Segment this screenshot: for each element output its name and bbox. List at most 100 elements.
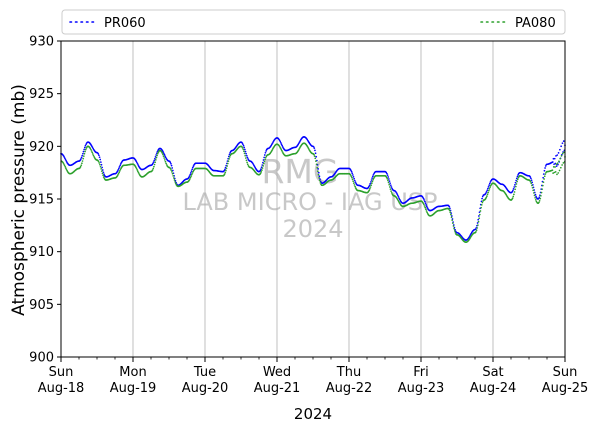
data-point bbox=[80, 156, 83, 159]
data-point bbox=[424, 206, 427, 209]
data-point bbox=[553, 171, 556, 174]
data-point bbox=[513, 193, 515, 196]
data-point bbox=[514, 184, 516, 186]
y-tick-label: 900 bbox=[29, 351, 54, 366]
data-point bbox=[559, 157, 562, 160]
data-point bbox=[170, 169, 173, 172]
data-point bbox=[246, 156, 249, 159]
data-point bbox=[478, 213, 481, 216]
data-point bbox=[313, 155, 316, 157]
data-point bbox=[263, 154, 266, 156]
data-point bbox=[243, 152, 246, 155]
data-point bbox=[189, 176, 192, 179]
data-point bbox=[552, 166, 555, 168]
data-point bbox=[481, 197, 483, 200]
y-tick-label: 920 bbox=[29, 140, 54, 155]
data-point bbox=[84, 148, 87, 151]
watermark: RMG LAB MICRO - IAG USP 2024 bbox=[182, 152, 437, 243]
data-point bbox=[368, 184, 371, 187]
data-point bbox=[387, 176, 390, 178]
data-point bbox=[352, 180, 355, 183]
data-point bbox=[485, 196, 488, 199]
data-point bbox=[537, 197, 540, 200]
data-point bbox=[156, 152, 159, 155]
data-point bbox=[154, 161, 157, 164]
data-point bbox=[319, 182, 322, 184]
data-point bbox=[165, 162, 167, 165]
data-point bbox=[542, 181, 545, 184]
data-point bbox=[243, 150, 245, 153]
data-point bbox=[84, 144, 87, 147]
data-point bbox=[372, 178, 374, 181]
data-point bbox=[480, 206, 482, 209]
x-tick-label-date: Aug-24 bbox=[470, 381, 517, 396]
data-point bbox=[315, 163, 318, 166]
data-point bbox=[190, 170, 193, 172]
data-point bbox=[542, 173, 545, 175]
data-point bbox=[371, 175, 374, 178]
y-tick-label: 910 bbox=[29, 245, 54, 260]
data-point bbox=[116, 170, 119, 172]
data-point bbox=[530, 182, 533, 185]
data-point bbox=[224, 168, 226, 171]
data-point bbox=[313, 147, 316, 150]
y-tick-label: 930 bbox=[29, 35, 54, 50]
data-point bbox=[554, 166, 556, 168]
data-point bbox=[136, 162, 139, 165]
data-point bbox=[531, 184, 533, 187]
data-point bbox=[99, 163, 101, 166]
data-point bbox=[551, 161, 554, 163]
data-point bbox=[99, 165, 102, 168]
data-point bbox=[543, 169, 546, 172]
data-point bbox=[512, 188, 515, 190]
data-point bbox=[265, 150, 267, 152]
data-point bbox=[162, 153, 164, 156]
data-point bbox=[170, 162, 172, 165]
data-point bbox=[368, 189, 371, 192]
data-point bbox=[477, 224, 479, 226]
data-point bbox=[164, 160, 167, 163]
data-point bbox=[512, 195, 515, 198]
data-point bbox=[172, 177, 175, 179]
x-tick-label-day: Wed bbox=[263, 365, 291, 380]
data-point bbox=[390, 192, 393, 194]
data-point bbox=[531, 186, 534, 189]
data-point bbox=[530, 177, 532, 180]
data-point bbox=[476, 227, 479, 229]
data-point bbox=[543, 178, 545, 180]
x-tick-label-day: Sun bbox=[49, 365, 74, 380]
data-point bbox=[562, 162, 565, 164]
data-point bbox=[83, 146, 86, 149]
data-point bbox=[486, 195, 488, 197]
data-point bbox=[559, 166, 562, 169]
data-point bbox=[225, 169, 227, 172]
data-point bbox=[350, 175, 353, 178]
data-point bbox=[153, 163, 156, 166]
data-point bbox=[370, 181, 372, 183]
data-point bbox=[425, 210, 428, 212]
data-point bbox=[352, 176, 355, 178]
data-point bbox=[369, 182, 372, 185]
data-point bbox=[135, 167, 138, 170]
data-point bbox=[388, 183, 391, 186]
data-point bbox=[153, 165, 155, 168]
data-point bbox=[90, 150, 93, 152]
data-point bbox=[350, 170, 353, 173]
data-point bbox=[189, 178, 191, 180]
x-tick-label-date: Aug-25 bbox=[542, 381, 589, 396]
data-point bbox=[486, 189, 489, 192]
data-point bbox=[389, 182, 391, 185]
data-point bbox=[97, 160, 100, 163]
x-tick-label-date: Aug-19 bbox=[110, 381, 157, 396]
data-point bbox=[314, 152, 317, 155]
data-point bbox=[534, 196, 536, 199]
data-point bbox=[190, 175, 193, 177]
x-axis-label: 2024 bbox=[294, 405, 332, 423]
data-point bbox=[387, 179, 389, 182]
data-point bbox=[553, 157, 556, 160]
data-point bbox=[188, 176, 190, 179]
data-point bbox=[136, 169, 139, 171]
data-point bbox=[551, 169, 554, 172]
data-point bbox=[164, 155, 166, 158]
watermark-line-2: LAB MICRO - IAG USP bbox=[182, 188, 437, 216]
